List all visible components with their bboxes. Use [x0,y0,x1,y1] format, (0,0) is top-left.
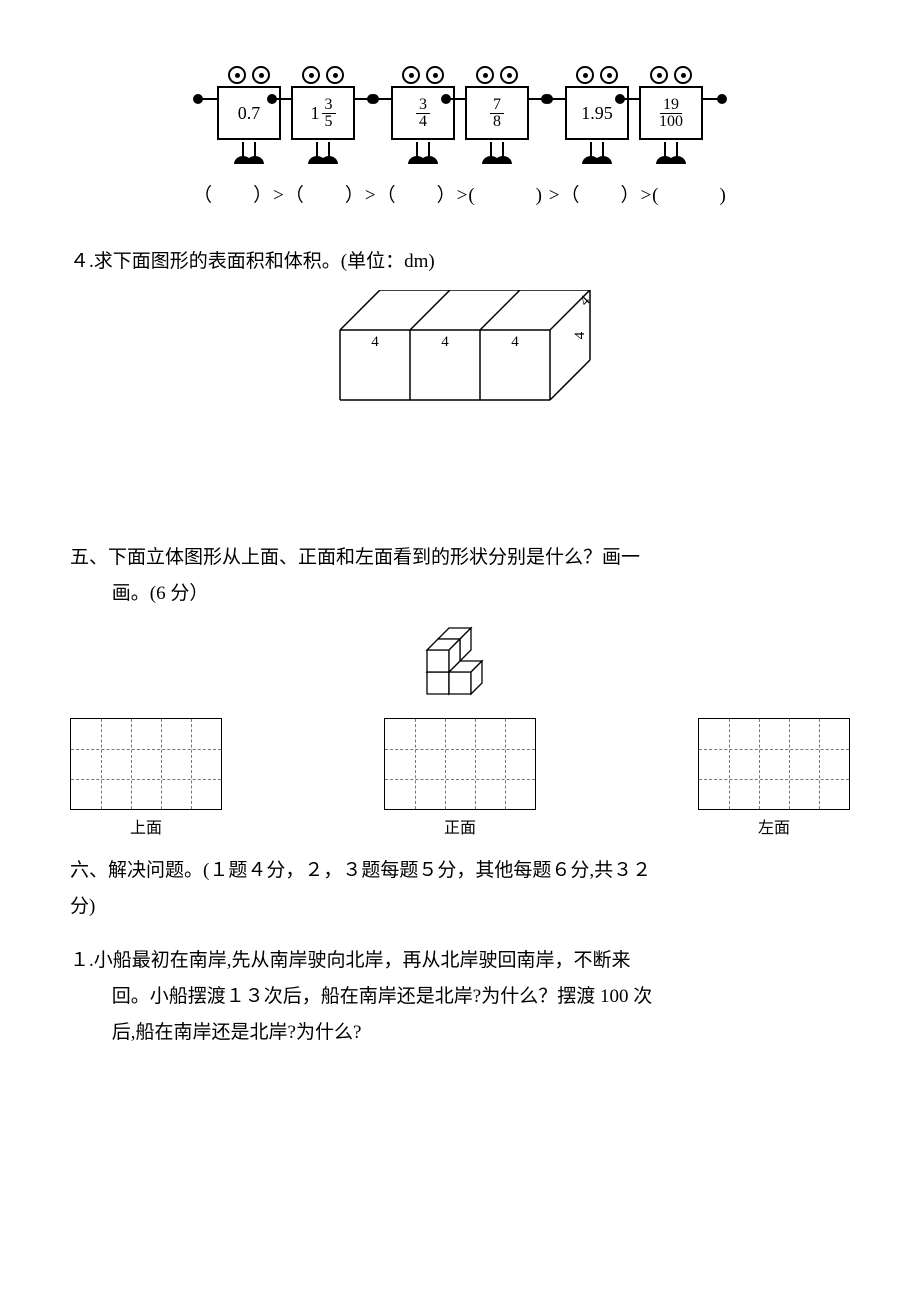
card-value: 78 [490,97,504,130]
q4-prompt: ４.求下面图形的表面积和体积。(单位：dm) [70,244,850,280]
char-card: 1.95 [562,60,632,158]
card-value: 19100 [656,97,686,130]
grid-left: 左面 [698,718,850,844]
char-card: 34 [388,60,458,158]
char-pair-2: 34 78 [388,60,532,158]
char-card: 78 [462,60,532,158]
svg-text:4: 4 [572,331,588,339]
grid-top: 上面 [70,718,222,844]
svg-text:4: 4 [441,334,449,350]
cube-figure [70,622,850,702]
q6-1: １.小船最初在南岸,先从南岸驶向北岸，再从北岸驶回南岸，不断来 回。小船摆渡１３… [70,943,850,1051]
card-value: 1 35 [311,96,336,130]
char-pair-3: 1.95 19100 [562,60,706,158]
char-pair-1: 0.7 1 35 [214,60,358,158]
number-characters-row: 0.7 1 35 34 [70,60,850,158]
char-card: 1 35 [288,60,358,158]
svg-text:4: 4 [371,334,379,350]
card-value: 1.95 [581,96,613,130]
svg-text:4: 4 [511,334,519,350]
card-value: 0.7 [238,96,261,130]
grid-front: 正面 [384,718,536,844]
char-card: 0.7 [214,60,284,158]
q6-heading: 六、解决问题。(１题４分，２，３题每题５分，其他每题６分,共３２ 分) [70,853,850,925]
card-value: 34 [416,97,430,130]
ordering-blanks: （ ）>（ ）>（ ）>( ) >（ ）>( ) [70,178,850,214]
view-grids-row: 上面 正面 左面 [70,718,850,844]
char-card: 19100 [636,60,706,158]
cuboid-figure: 44444 [70,290,850,420]
q5-heading: 五、下面立体图形从上面、正面和左面看到的形状分别是什么？画一 画。(6 分） [70,540,850,612]
